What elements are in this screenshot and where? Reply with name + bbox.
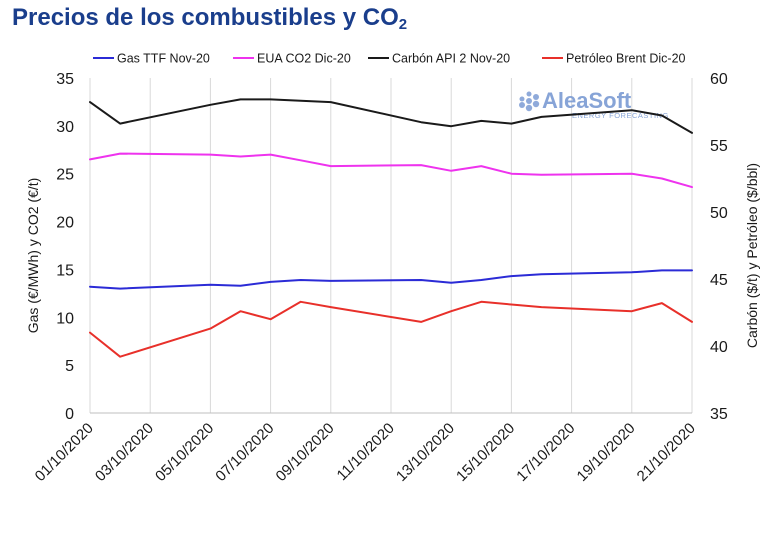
y-right-tick-label: 40 [710,339,728,356]
y-right-tick-label: 50 [710,205,728,222]
y-left-tick-label: 25 [56,167,74,184]
series-line-2 [89,152,693,189]
watermark-logo-dot [519,96,525,102]
chart-title-subscript: 2 [398,16,408,33]
watermark-logo-dot [526,91,532,97]
chart-title: Precios de los combustibles y CO2 [12,4,407,33]
watermark-tagline: ENERGY FORECASTING [572,111,669,120]
series-line-4 [89,300,693,358]
legend-label: Petróleo Brent Dic-20 [566,52,686,66]
watermark-brand: AleaSoft [542,88,632,113]
x-tick-label: 15/10/2020 [453,420,518,485]
watermark-logo-dot [519,102,525,108]
x-tick-label: 01/10/2020 [32,420,97,485]
x-tick-label: 09/10/2020 [273,420,338,485]
y-right-axis-label: Carbón ($/t) y Petróleo ($/bbl) [744,163,760,348]
y-right-tick-label: 55 [710,138,728,155]
x-tick-label: 21/10/2020 [634,420,699,485]
x-tick-label: 11/10/2020 [334,420,398,484]
y-left-tick-label: 20 [56,215,74,232]
y-left-tick-label: 15 [56,262,74,279]
legend-label: Gas TTF Nov-20 [117,52,210,66]
x-tick-label: 03/10/2020 [92,420,157,485]
x-tick-label: 05/10/2020 [152,420,217,485]
grid [89,78,693,413]
x-tick-label: 07/10/2020 [212,420,277,485]
chart-title-main: Precios de los combustibles y CO [12,4,399,31]
y-left-tick-label: 5 [65,358,74,375]
y-right-tick-label: 60 [710,71,728,88]
legend-label: Carbón API 2 Nov-20 [392,52,510,66]
legend-label: EUA CO2 Dic-20 [257,52,351,66]
y-right-tick-label: 45 [710,272,728,289]
x-tick-label: 19/10/2020 [574,420,639,485]
y-right-tick-label: 35 [710,406,728,423]
x-tick-label: 17/10/2020 [513,420,578,485]
watermark-logo-dot [532,100,540,108]
x-tick-label: 13/10/2020 [393,420,458,485]
series-lines [89,98,693,358]
y-left-tick-label: 30 [56,119,74,136]
watermark-logo-dot [533,94,539,100]
y-left-tick-label: 35 [56,71,74,88]
y-left-tick-label: 10 [56,310,74,327]
watermark-logo-dot [526,98,532,104]
series-line-3 [89,98,693,134]
watermark-logo-dot [525,104,533,112]
legend: Gas TTF Nov-20 EUA CO2 Dic-20 Carbón API 2… [93,52,686,66]
axes: 01/10/202003/10/202005/10/202007/10/2020… [25,71,760,485]
y-left-axis-label: Gas (€/MWh) y CO2 (€/t) [25,178,41,334]
series-line-1 [89,269,693,290]
y-left-tick-label: 0 [65,406,74,423]
